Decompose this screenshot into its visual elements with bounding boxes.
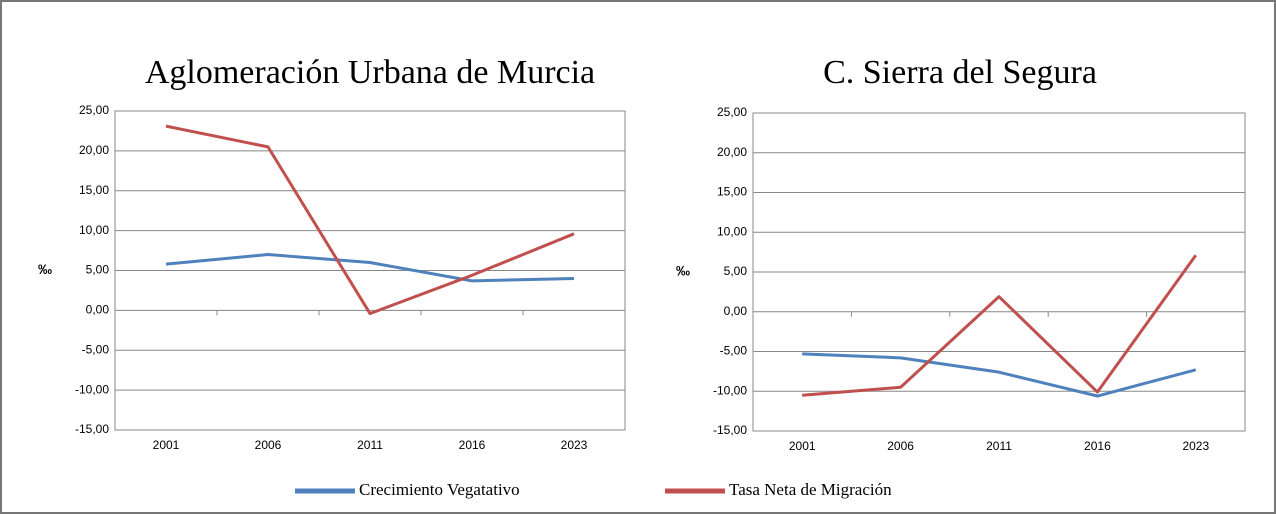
x-tick-label: 2006 — [255, 438, 282, 452]
y-tick-label: 0,00 — [724, 304, 748, 318]
x-tick-label: 2023 — [1182, 439, 1209, 453]
plot-border — [752, 112, 1246, 432]
y-tick-label: 25,00 — [717, 105, 747, 119]
y-tick-label: 10,00 — [717, 224, 747, 238]
x-tick-label: 2023 — [561, 438, 588, 452]
y-tick-label: 0,00 — [86, 303, 110, 317]
y-axis-label: ‰ — [676, 263, 690, 279]
y-tick-label: -5,00 — [82, 342, 110, 356]
y-tick-label: -15,00 — [713, 423, 747, 437]
y-tick-label: 15,00 — [79, 183, 109, 197]
y-axis-label: ‰ — [38, 261, 52, 277]
series-line — [165, 124, 575, 316]
legend-label: Tasa Neta de Migración — [729, 480, 892, 499]
y-tick-label: 25,00 — [79, 103, 109, 117]
y-tick-label: 5,00 — [86, 263, 110, 277]
series-line — [165, 253, 575, 283]
y-tick-label: 5,00 — [724, 264, 748, 278]
series-line — [802, 254, 1198, 397]
x-tick-label: 2011 — [357, 438, 383, 452]
x-tick-label: 2001 — [153, 438, 180, 452]
y-tick-label: 10,00 — [79, 223, 109, 237]
x-tick-label: 2001 — [789, 439, 816, 453]
y-tick-label: -15,00 — [75, 422, 109, 436]
chart-title: Aglomeración Urbana de Murcia — [145, 54, 595, 91]
series-line — [802, 352, 1197, 398]
legend-label: Crecimiento Vegatativo — [359, 480, 520, 499]
x-tick-label: 2016 — [459, 438, 486, 452]
x-tick-label: 2006 — [887, 439, 914, 453]
y-tick-label: -10,00 — [713, 383, 747, 397]
plot-border — [114, 110, 626, 431]
chart-title: C. Sierra del Segura — [823, 54, 1097, 91]
y-tick-label: -10,00 — [75, 382, 109, 396]
x-tick-label: 2016 — [1084, 439, 1111, 453]
y-tick-label: 20,00 — [79, 143, 109, 157]
y-tick-label: 20,00 — [717, 145, 747, 159]
y-tick-label: 15,00 — [717, 185, 747, 199]
y-tick-label: -5,00 — [720, 344, 748, 358]
x-tick-label: 2011 — [986, 439, 1012, 453]
